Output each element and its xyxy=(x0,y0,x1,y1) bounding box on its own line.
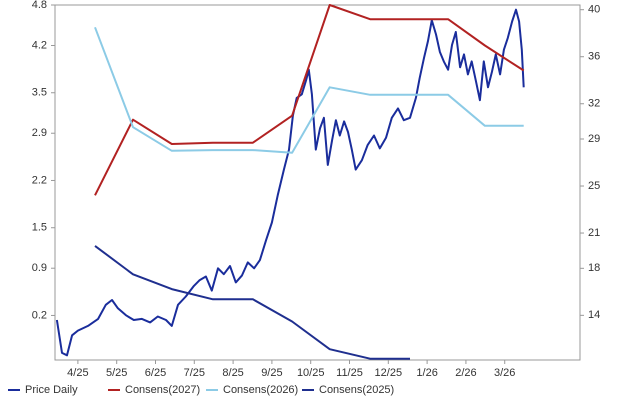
y2-tick-label: 32 xyxy=(588,98,600,110)
x-tick-label: 4/25 xyxy=(67,367,88,379)
y-tick-label: 3.5 xyxy=(32,87,47,99)
series-line xyxy=(55,8,525,357)
y-tick-label: 4.8 xyxy=(32,0,47,11)
y2-tick-label: 21 xyxy=(588,227,600,239)
y2-tick-label: 18 xyxy=(588,262,600,274)
x-tick-label: 10/25 xyxy=(297,367,325,379)
series-line xyxy=(94,4,525,196)
y2-tick-label: 36 xyxy=(588,51,600,63)
series-line xyxy=(94,245,410,360)
legend-label: Consens(2026) xyxy=(223,384,298,396)
x-tick-label: 3/26 xyxy=(494,367,515,379)
y-tick-label: 2.2 xyxy=(32,174,47,186)
x-tick-label: 12/25 xyxy=(375,367,403,379)
x-tick-label: 7/25 xyxy=(184,367,205,379)
plot-frame xyxy=(54,4,581,361)
y2-tick-label: 25 xyxy=(588,180,600,192)
y2-tick-label: 29 xyxy=(588,133,600,145)
x-tick-label: 11/25 xyxy=(336,367,363,379)
y-tick-label: 4.2 xyxy=(32,39,47,51)
y-tick-label: 0.9 xyxy=(32,262,47,274)
y-tick-label: 2.9 xyxy=(32,127,47,139)
y-tick-label: 1.5 xyxy=(32,222,47,234)
x-tick-label: 5/25 xyxy=(106,367,127,379)
x-tick-label: 6/25 xyxy=(145,367,166,379)
legend-label: Consens(2027) xyxy=(125,384,200,396)
legend-label: Consens(2025) xyxy=(319,384,394,396)
series-line xyxy=(94,26,524,154)
y2-tick-label: 14 xyxy=(588,309,600,321)
x-tick-label: 9/25 xyxy=(261,367,282,379)
x-tick-label: 2/26 xyxy=(455,367,476,379)
y-tick-label: 0.2 xyxy=(32,309,47,321)
x-tick-label: 1/26 xyxy=(416,367,437,379)
x-tick-label: 8/25 xyxy=(222,367,243,379)
y2-tick-label: 40 xyxy=(588,4,600,16)
legend-label: Price Daily xyxy=(25,384,78,396)
